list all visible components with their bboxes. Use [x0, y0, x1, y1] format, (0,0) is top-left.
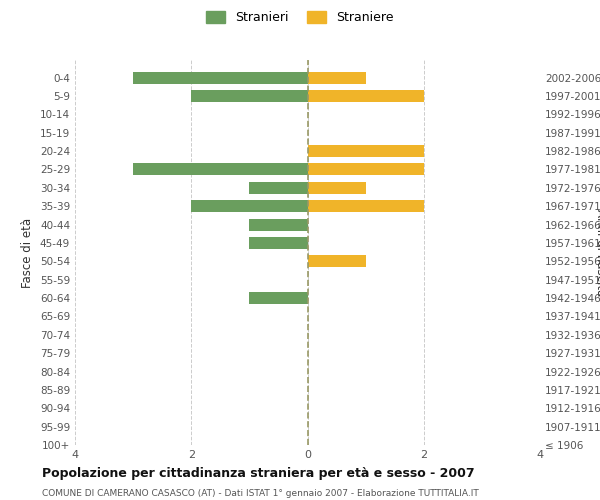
Bar — [250, 292, 308, 304]
Text: Popolazione per cittadinanza straniera per età e sesso - 2007: Popolazione per cittadinanza straniera p… — [42, 467, 475, 480]
Bar — [308, 182, 365, 194]
Legend: Stranieri, Straniere: Stranieri, Straniere — [202, 6, 398, 29]
Bar — [308, 164, 424, 175]
Y-axis label: Fasce di età: Fasce di età — [22, 218, 34, 288]
Bar — [250, 182, 308, 194]
Bar — [308, 90, 424, 102]
Bar — [250, 237, 308, 249]
Bar — [308, 200, 424, 212]
Bar — [191, 90, 308, 102]
Bar — [308, 256, 365, 268]
Bar — [191, 200, 308, 212]
Bar — [250, 218, 308, 230]
Bar — [133, 72, 308, 84]
Bar — [308, 145, 424, 157]
Bar — [308, 72, 365, 84]
Bar — [133, 164, 308, 175]
Y-axis label: Anni di nascita: Anni di nascita — [594, 209, 600, 296]
Text: COMUNE DI CAMERANO CASASCO (AT) - Dati ISTAT 1° gennaio 2007 - Elaborazione TUTT: COMUNE DI CAMERANO CASASCO (AT) - Dati I… — [42, 488, 479, 498]
